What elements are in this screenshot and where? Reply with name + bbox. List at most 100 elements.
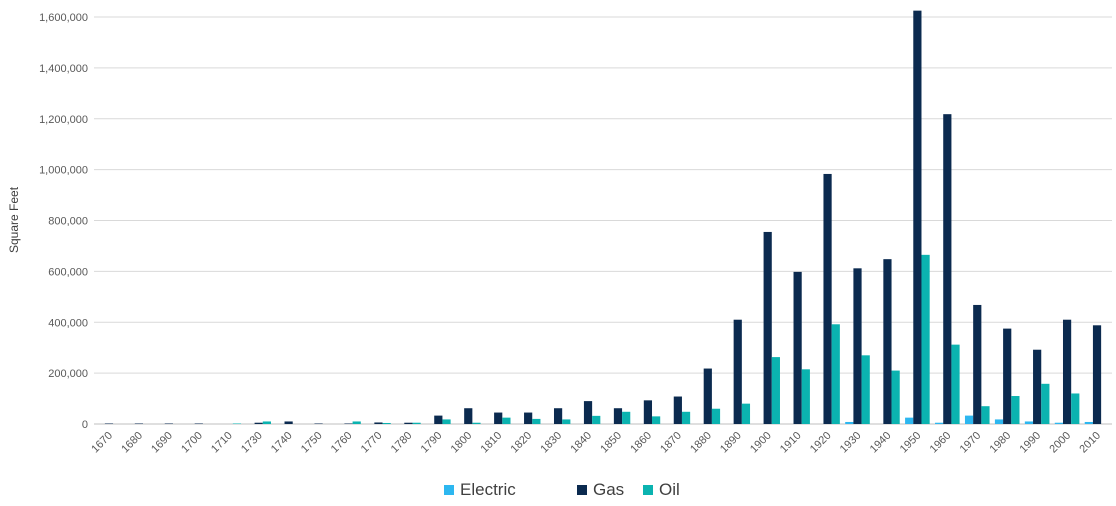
- bar-gas: [613, 408, 623, 424]
- x-tick-label: 1860: [628, 430, 654, 456]
- x-tick-label: 1990: [1017, 430, 1043, 456]
- bar-oil: [1041, 383, 1050, 424]
- bar-gas: [164, 423, 173, 424]
- bar-oil: [771, 357, 780, 424]
- bar-electric: [964, 415, 974, 424]
- x-tick-label: 1820: [508, 430, 534, 456]
- bar-gas: [1062, 319, 1072, 424]
- x-tick-label: 1750: [299, 430, 325, 456]
- bar-oil: [652, 416, 661, 424]
- bar-oil: [741, 403, 751, 424]
- bar-gas: [1033, 349, 1042, 424]
- bar-oil: [352, 421, 361, 424]
- x-tick-label: 1890: [718, 430, 744, 456]
- x-tick-label: 1710: [209, 430, 235, 456]
- bar-oil: [262, 421, 271, 424]
- bar-oil: [1011, 396, 1020, 424]
- x-tick-label: 1740: [269, 430, 295, 456]
- bar-electric: [1054, 422, 1063, 424]
- bar-oil: [711, 408, 721, 424]
- bar-gas: [434, 415, 443, 424]
- x-tick-label: 1830: [538, 430, 564, 456]
- x-axis-ticks: 1670 1680 1690 1700 1710 1730 1740 1750 1760 1770…: [89, 430, 1103, 456]
- y-tick-label: 0: [82, 419, 88, 431]
- x-tick-label: 1920: [808, 430, 834, 456]
- x-tick-label: 2010: [1077, 430, 1103, 456]
- bar-gas: [583, 401, 593, 424]
- bar-gas: [464, 408, 473, 424]
- y-axis-label: Square Feet: [7, 186, 21, 253]
- x-tick-label: 1730: [239, 430, 265, 456]
- legend-swatch-oil: [643, 485, 653, 495]
- bar-oil: [981, 406, 990, 424]
- legend-swatch-gas: [577, 485, 587, 495]
- legend-label-electric: Electric: [460, 480, 516, 499]
- bar-gas: [853, 268, 862, 424]
- x-tick-label: 1680: [119, 430, 145, 456]
- x-tick-label: 1960: [928, 430, 954, 456]
- bar-gas: [793, 271, 802, 424]
- bar-gas: [1003, 328, 1012, 424]
- bar-gas: [254, 422, 263, 424]
- bar-oil: [1071, 393, 1080, 424]
- x-tick-label: 1910: [778, 430, 804, 456]
- x-tick-label: 1770: [359, 430, 385, 456]
- bar-electric: [845, 421, 854, 424]
- bar-gas: [374, 422, 383, 424]
- bar-gas: [703, 368, 712, 424]
- x-tick-label: 1970: [958, 430, 984, 456]
- y-tick-label: 1,400,000: [39, 63, 88, 75]
- x-tick-label: 1940: [868, 430, 894, 456]
- bar-oil: [412, 422, 421, 424]
- legend: Electric Gas Oil: [444, 480, 680, 499]
- x-tick-label: 1850: [598, 430, 624, 456]
- x-tick-label: 1840: [568, 430, 594, 456]
- x-tick-label: 1760: [329, 430, 355, 456]
- y-tick-label: 200,000: [48, 368, 88, 380]
- bar-oil: [532, 418, 541, 424]
- bar-oil: [861, 355, 870, 424]
- bar-oil: [382, 422, 391, 424]
- bar-gas: [643, 400, 653, 424]
- bar-oil: [681, 411, 691, 424]
- bar-gas: [524, 412, 533, 424]
- y-tick-label: 800,000: [48, 216, 88, 228]
- bar-oil: [831, 324, 840, 424]
- legend-label-gas: Gas: [593, 480, 624, 499]
- x-tick-label: 1700: [179, 430, 205, 456]
- bar-gas: [763, 231, 772, 424]
- y-tick-label: 600,000: [48, 266, 88, 278]
- bar-gas: [494, 412, 503, 424]
- legend-label-oil: Oil: [659, 480, 680, 499]
- x-tick-label: 1780: [389, 430, 415, 456]
- bar-gas: [314, 423, 323, 424]
- x-tick-label: 1690: [149, 430, 175, 456]
- y-axis-ticks: 0 200,000 400,000 600,000 800,000 1,000,000 1,…: [39, 12, 88, 431]
- bar-oil: [801, 369, 810, 424]
- bar-oil: [502, 417, 511, 424]
- bar-electric: [905, 417, 914, 424]
- legend-swatch-electric: [444, 485, 454, 495]
- y-tick-label: 1,000,000: [39, 165, 88, 177]
- bar-oil: [921, 254, 930, 424]
- bar-oil: [442, 419, 451, 424]
- x-tick-label: 1790: [419, 430, 445, 456]
- bar-gas: [134, 423, 144, 424]
- bar-gas: [104, 423, 114, 424]
- x-tick-label: 1930: [838, 430, 864, 456]
- bar-gas: [733, 319, 742, 424]
- y-tick-label: 400,000: [48, 317, 88, 329]
- bar-gas: [673, 396, 682, 424]
- y-tick-label: 1,600,000: [39, 12, 88, 24]
- bar-electric: [1084, 421, 1093, 424]
- bars: [104, 10, 1102, 424]
- bar-oil: [562, 419, 571, 424]
- bar-gas: [883, 259, 892, 424]
- x-tick-label: 1880: [688, 430, 714, 456]
- bar-electric: [1024, 421, 1034, 424]
- x-tick-label: 1670: [89, 430, 115, 456]
- bar-oil: [472, 422, 481, 424]
- x-tick-label: 1980: [988, 430, 1014, 456]
- gridlines: [94, 16, 1112, 425]
